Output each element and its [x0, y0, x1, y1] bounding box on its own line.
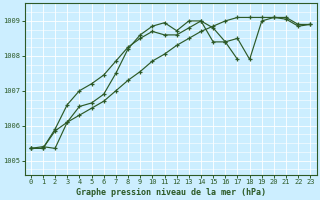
- X-axis label: Graphe pression niveau de la mer (hPa): Graphe pression niveau de la mer (hPa): [76, 188, 266, 197]
